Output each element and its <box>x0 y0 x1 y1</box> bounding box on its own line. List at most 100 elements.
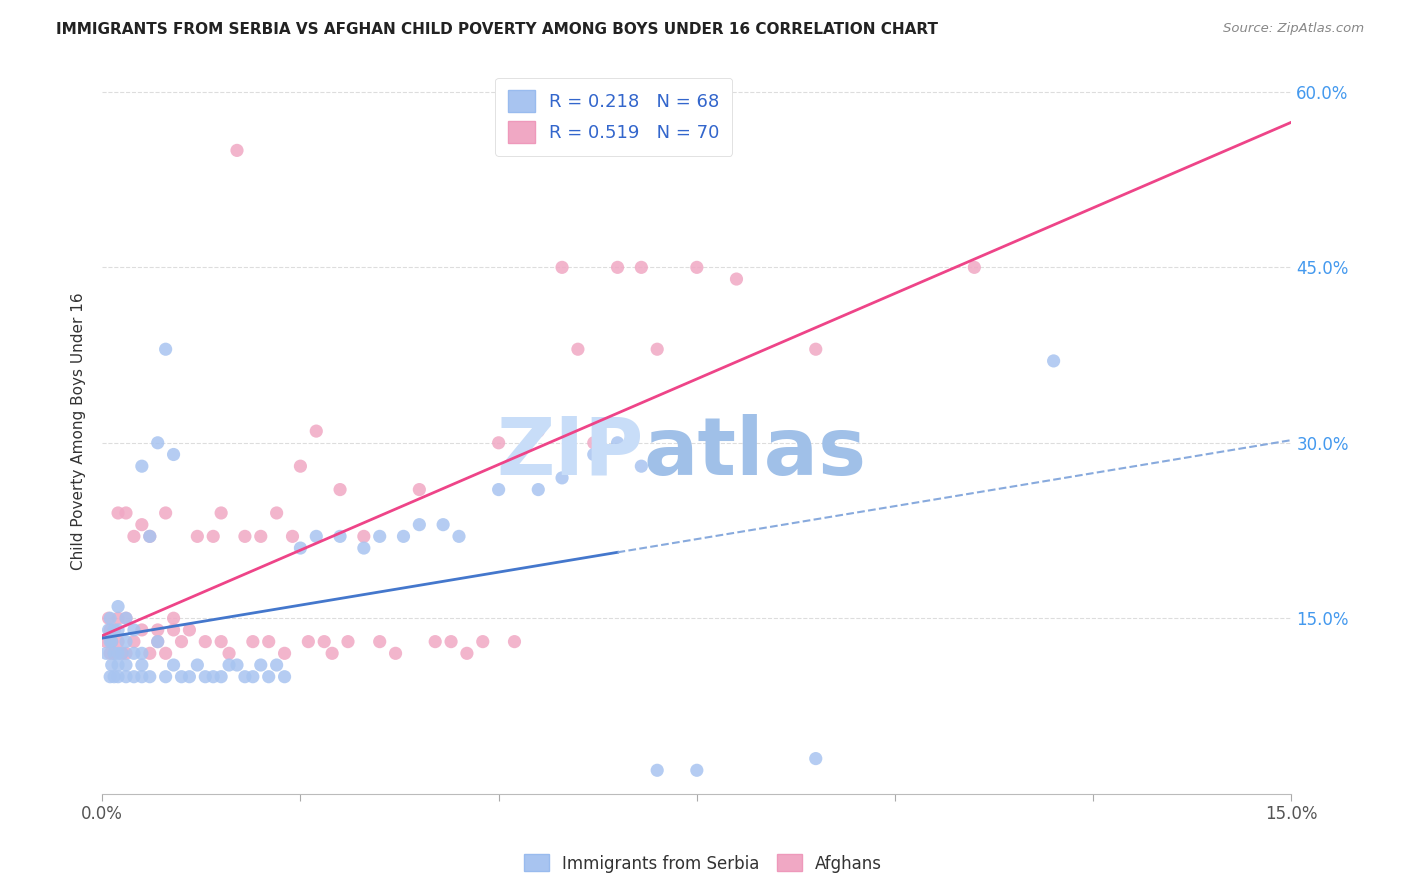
Point <box>103 670 125 684</box>
Point <box>97 611 120 625</box>
Point <box>456 646 478 660</box>
Point <box>194 634 217 648</box>
Point <box>100 634 122 648</box>
Point <box>170 670 193 684</box>
Point <box>488 483 510 497</box>
Point <box>257 670 280 684</box>
Point <box>122 623 145 637</box>
Point <box>606 435 628 450</box>
Point <box>209 634 232 648</box>
Point <box>353 541 375 555</box>
Point <box>194 670 217 684</box>
Point <box>368 634 391 648</box>
Point <box>567 343 589 357</box>
Point <box>146 623 169 637</box>
Point <box>107 599 129 614</box>
Point <box>131 646 153 660</box>
Point <box>645 343 668 357</box>
Point <box>98 623 121 637</box>
Point <box>582 448 605 462</box>
Point <box>273 670 295 684</box>
Point <box>146 435 169 450</box>
Point <box>162 448 184 462</box>
Point <box>527 483 550 497</box>
Point <box>551 471 574 485</box>
Text: atlas: atlas <box>644 414 866 491</box>
Point <box>551 260 574 275</box>
Point <box>100 634 122 648</box>
Point <box>321 646 343 660</box>
Point <box>139 529 162 543</box>
Point <box>630 260 652 275</box>
Text: IMMIGRANTS FROM SERBIA VS AFGHAN CHILD POVERTY AMONG BOYS UNDER 16 CORRELATION C: IMMIGRANTS FROM SERBIA VS AFGHAN CHILD P… <box>56 22 938 37</box>
Point <box>115 634 138 648</box>
Point <box>353 529 375 543</box>
Point <box>606 260 628 275</box>
Point <box>273 646 295 660</box>
Point <box>131 670 153 684</box>
Point <box>447 529 470 543</box>
Point <box>98 646 121 660</box>
Point <box>432 517 454 532</box>
Point <box>209 670 232 684</box>
Point <box>630 459 652 474</box>
Point <box>440 634 463 648</box>
Point <box>305 529 328 543</box>
Point <box>408 483 430 497</box>
Point <box>162 658 184 673</box>
Point <box>111 646 134 660</box>
Point <box>725 272 748 286</box>
Point <box>115 611 138 625</box>
Point <box>155 646 177 660</box>
Point <box>97 623 120 637</box>
Point <box>170 634 193 648</box>
Point <box>425 634 447 648</box>
Point <box>408 517 430 532</box>
Point <box>329 529 352 543</box>
Legend: Immigrants from Serbia, Afghans: Immigrants from Serbia, Afghans <box>517 847 889 880</box>
Point <box>266 506 288 520</box>
Point <box>686 260 709 275</box>
Point <box>107 623 129 637</box>
Point <box>242 670 264 684</box>
Point <box>115 506 138 520</box>
Point <box>471 634 494 648</box>
Point <box>103 623 125 637</box>
Point <box>107 670 129 684</box>
Point <box>139 529 162 543</box>
Point <box>179 670 201 684</box>
Point <box>111 646 134 660</box>
Point <box>179 623 201 637</box>
Point <box>131 623 153 637</box>
Point <box>155 670 177 684</box>
Point <box>98 670 121 684</box>
Text: ZIP: ZIP <box>496 414 644 491</box>
Point <box>314 634 336 648</box>
Point <box>103 646 125 660</box>
Point <box>582 435 605 450</box>
Point <box>202 670 225 684</box>
Point <box>368 529 391 543</box>
Point <box>384 646 406 660</box>
Point <box>146 634 169 648</box>
Point <box>645 764 668 778</box>
Point <box>162 623 184 637</box>
Point <box>202 529 225 543</box>
Point <box>98 611 121 625</box>
Point <box>186 529 208 543</box>
Point <box>804 751 827 765</box>
Point <box>209 506 232 520</box>
Point <box>257 634 280 648</box>
Point <box>290 459 312 474</box>
Point <box>115 611 138 625</box>
Y-axis label: Child Poverty Among Boys Under 16: Child Poverty Among Boys Under 16 <box>72 293 86 570</box>
Point <box>107 611 129 625</box>
Text: Source: ZipAtlas.com: Source: ZipAtlas.com <box>1223 22 1364 36</box>
Point <box>107 634 129 648</box>
Point <box>131 459 153 474</box>
Point <box>139 670 162 684</box>
Point <box>392 529 415 543</box>
Point <box>115 670 138 684</box>
Point <box>249 658 271 673</box>
Point <box>131 517 153 532</box>
